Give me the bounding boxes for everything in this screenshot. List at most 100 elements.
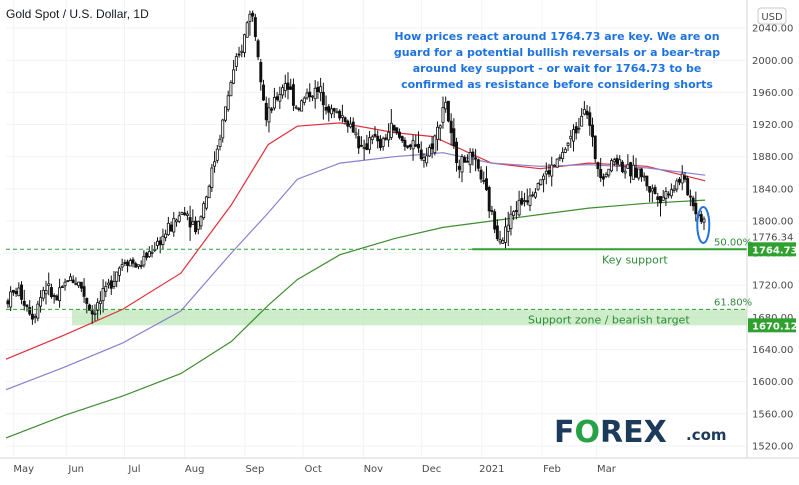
candle-body xyxy=(52,295,56,297)
candle-body xyxy=(422,156,426,161)
candle-body xyxy=(572,129,575,142)
candle-body xyxy=(25,304,29,307)
candle-body xyxy=(82,286,86,297)
candle-body xyxy=(123,262,127,264)
candle-body xyxy=(253,17,257,37)
candle-body xyxy=(305,92,309,99)
candle-body xyxy=(376,135,380,142)
candle-body xyxy=(270,108,274,111)
candle-body xyxy=(338,110,342,119)
brand-domain: .com xyxy=(686,426,727,444)
candle-body xyxy=(240,50,244,53)
price-tick-label: 1520.00 xyxy=(752,441,793,452)
candle-body xyxy=(661,196,665,201)
candle-body xyxy=(109,280,113,289)
candle-body xyxy=(93,312,97,315)
candle-body xyxy=(485,178,488,191)
candle-body xyxy=(373,134,377,137)
candle-body xyxy=(387,131,391,141)
candle-body xyxy=(169,224,173,232)
candle-body xyxy=(275,96,279,100)
candle-body xyxy=(175,219,178,223)
candle-body xyxy=(36,303,40,319)
candle-body xyxy=(199,216,203,227)
price-tick-label: 1600.00 xyxy=(752,377,793,388)
candle-body xyxy=(289,86,293,90)
candle-body xyxy=(215,148,219,161)
candle-body xyxy=(650,188,654,192)
candle-body xyxy=(136,264,140,267)
candle-body xyxy=(177,215,181,222)
price-tick-label: 2040.00 xyxy=(752,24,793,35)
candle-body xyxy=(134,263,138,268)
candle-body xyxy=(569,135,573,140)
candle-body xyxy=(476,159,480,169)
candle-body xyxy=(414,144,418,147)
candle-body xyxy=(419,149,423,160)
time-axis: May Jun Jul Aug Sep Oct Nov Dec 2021 Feb Mar xyxy=(13,464,616,475)
candle-body xyxy=(501,240,505,244)
candle-body xyxy=(514,210,518,212)
candle-body xyxy=(11,289,15,293)
candle-body xyxy=(495,225,499,240)
candle-body xyxy=(591,124,594,138)
candle-body xyxy=(88,304,91,311)
candle-body xyxy=(368,137,372,150)
candle-body xyxy=(433,135,437,154)
candle-body xyxy=(324,107,328,111)
candle-body xyxy=(449,120,453,134)
candle-body xyxy=(403,139,407,147)
candle-body xyxy=(629,162,633,177)
candle-body xyxy=(631,164,635,180)
candle-body xyxy=(229,82,233,97)
candle-body xyxy=(547,170,551,175)
candle-body xyxy=(28,307,32,315)
candle-body xyxy=(479,169,483,180)
candle-body xyxy=(471,151,475,158)
candle-body xyxy=(77,281,81,287)
candle-body xyxy=(615,157,619,164)
candle-body xyxy=(436,126,440,140)
candle-body xyxy=(667,193,671,196)
candle-body xyxy=(237,53,241,56)
candle-body xyxy=(378,138,382,148)
candle-body xyxy=(213,161,217,167)
candle-body xyxy=(465,160,469,163)
candle-body xyxy=(158,240,162,246)
candle-body xyxy=(267,107,271,123)
candle-body xyxy=(588,112,592,126)
candle-body xyxy=(601,176,605,180)
candle-body xyxy=(332,108,336,112)
candle-body xyxy=(22,300,26,306)
candle-body xyxy=(191,221,195,225)
time-tick-label: May xyxy=(13,464,34,475)
candle-body xyxy=(370,136,374,140)
candle-body xyxy=(411,140,415,150)
candle-body xyxy=(172,218,176,233)
candle-body xyxy=(381,138,385,147)
candle-body xyxy=(618,159,622,166)
time-tick-label: 2021 xyxy=(479,464,504,475)
candle-body xyxy=(528,195,532,206)
candle-body xyxy=(104,285,108,292)
candle-body xyxy=(272,97,276,109)
candle-body xyxy=(357,136,361,149)
candle-body xyxy=(69,276,72,281)
price-tick-label: 1560.00 xyxy=(752,409,793,420)
candle-body xyxy=(185,213,189,216)
candle-body xyxy=(446,100,450,122)
candle-body xyxy=(316,86,320,93)
candle-body xyxy=(400,136,404,142)
candle-body xyxy=(460,156,464,173)
candle-body xyxy=(44,290,48,295)
candle-body xyxy=(680,173,684,184)
candle-body xyxy=(599,169,603,179)
candle-body xyxy=(96,302,100,311)
candle-body xyxy=(115,271,119,282)
candle-body xyxy=(245,22,249,38)
candle-body xyxy=(637,168,641,179)
support-zone-price: 1670.12 xyxy=(752,321,798,332)
candle-body xyxy=(112,281,116,287)
currency-badge[interactable] xyxy=(757,7,787,25)
